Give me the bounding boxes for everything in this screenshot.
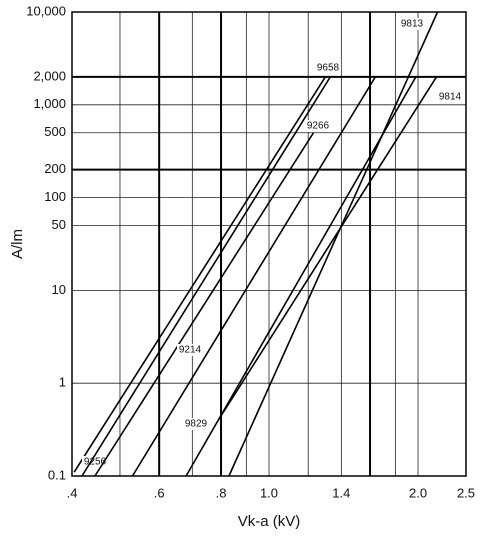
series-label: 9266 (307, 121, 330, 132)
series-label: 9658 (317, 63, 340, 74)
y-tick-label: 50 (52, 217, 66, 232)
y-tick-label: 2,000 (33, 68, 66, 83)
x-axis-label: Vk-a (kV) (238, 513, 301, 530)
y-axis-label: A/lm (9, 229, 26, 259)
x-tick-label: 1.4 (332, 485, 350, 500)
y-tick-label: 10 (52, 282, 66, 297)
x-tick-label: 2.5 (457, 485, 475, 500)
series-label: 9256 (84, 457, 107, 468)
label-bg (305, 120, 331, 132)
series-label: 9829 (185, 419, 208, 430)
x-tick-label: .4 (67, 485, 78, 500)
label-bg (177, 344, 203, 356)
y-tick-label: 1,000 (33, 96, 66, 111)
label-bg (315, 62, 341, 74)
series-line (81, 76, 331, 477)
y-tick-label: 0.1 (48, 467, 66, 482)
y-tick-label: 500 (44, 124, 66, 139)
series-line (228, 11, 439, 477)
y-tick-label: 10,000 (26, 3, 66, 18)
y-tick-label: 100 (44, 189, 66, 204)
series-line (94, 132, 315, 477)
label-bg (437, 91, 463, 103)
plot-frame (71, 11, 467, 477)
series-line (131, 76, 377, 477)
y-tick-label: 200 (44, 161, 66, 176)
x-tick-label: .8 (216, 485, 227, 500)
y-tick-label: 1 (59, 375, 66, 390)
x-tick-label: 1.0 (260, 485, 278, 500)
series-label: 9214 (179, 345, 202, 356)
label-bg (399, 18, 425, 30)
x-tick-label: 2.0 (409, 485, 427, 500)
series-line (73, 76, 327, 473)
series-label: 9813 (401, 19, 424, 30)
label-bg (183, 418, 209, 430)
x-tick-label: .6 (154, 485, 165, 500)
series-label: 9814 (439, 92, 462, 103)
series-line (217, 76, 438, 421)
